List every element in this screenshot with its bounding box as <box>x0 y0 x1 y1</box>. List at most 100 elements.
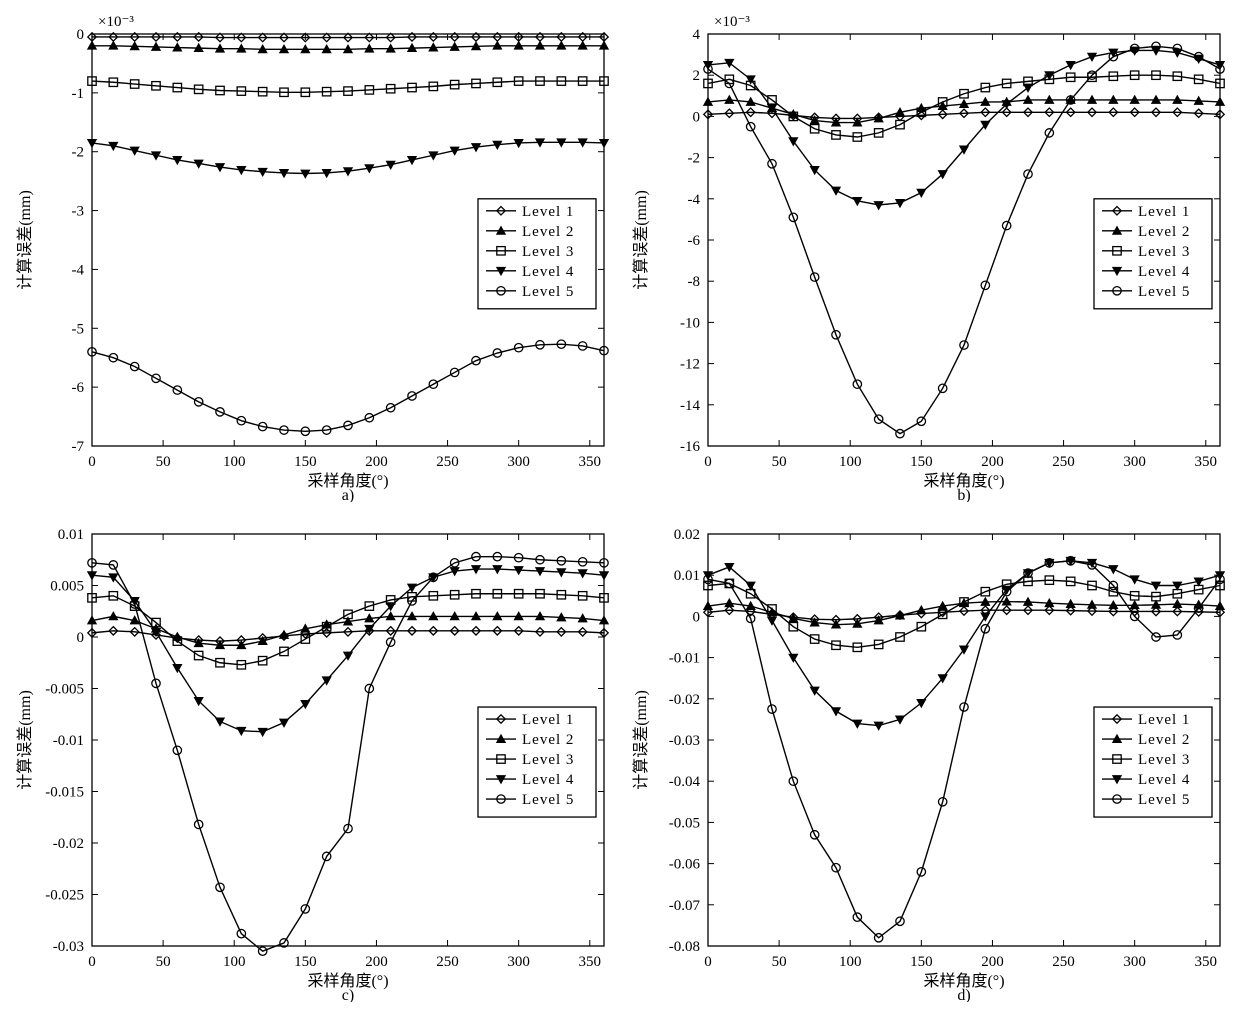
xtick-label: 150 <box>910 954 933 970</box>
legend-item-label: Level 5 <box>522 792 574 808</box>
ytick-label: -4 <box>688 192 701 208</box>
ytick-label: -0.07 <box>669 898 701 914</box>
y-exponent: ×10⁻³ <box>714 14 750 30</box>
ytick-label: -12 <box>680 357 700 373</box>
ytick-label: -0.01 <box>669 651 700 667</box>
xtick-label: 300 <box>507 454 530 470</box>
legend-item-label: Level 5 <box>1138 284 1190 300</box>
ytick-label: -0.005 <box>45 682 84 698</box>
series-line-4 <box>708 50 1220 205</box>
subplot-label: d) <box>957 987 970 1002</box>
legend-item-label: Level 1 <box>1138 712 1190 728</box>
xtick-label: 0 <box>704 954 712 970</box>
ytick-label: -2 <box>688 151 701 167</box>
xtick-label: 100 <box>223 454 246 470</box>
ytick-label: -0.04 <box>669 774 701 790</box>
ytick-label: -0.02 <box>669 692 700 708</box>
series-markers-4 <box>88 139 608 178</box>
xtick-label: 0 <box>88 454 96 470</box>
series-line-4 <box>708 561 1220 726</box>
xtick-label: 50 <box>156 454 171 470</box>
xtick-label: 150 <box>294 954 317 970</box>
xtick-label: 300 <box>1123 454 1146 470</box>
ytick-label: -2 <box>72 145 85 161</box>
legend-item-label: Level 3 <box>522 244 574 260</box>
xtick-label: 200 <box>365 954 388 970</box>
xtick-label: 100 <box>839 454 862 470</box>
ylabel: 计算误差(mm) <box>15 690 34 790</box>
xtick-label: 50 <box>156 954 171 970</box>
xtick-label: 150 <box>910 454 933 470</box>
legend-item-label: Level 5 <box>522 284 574 300</box>
ytick-label: -0.05 <box>669 815 700 831</box>
ytick-label: 0 <box>693 609 701 625</box>
panel-a: 050100150200250300350-7-6-5-4-3-2-10×10⁻… <box>10 10 618 502</box>
ytick-label: -0.03 <box>669 733 700 749</box>
legend-item-label: Level 1 <box>1138 204 1190 220</box>
legend-item-label: Level 3 <box>1138 244 1190 260</box>
xtick-label: 100 <box>839 954 862 970</box>
ytick-label: -5 <box>72 321 85 337</box>
ytick-label: -0.02 <box>53 836 84 852</box>
ytick-label: 4 <box>693 27 701 43</box>
xtick-label: 350 <box>579 954 602 970</box>
xtick-label: 200 <box>365 454 388 470</box>
xtick-label: 350 <box>579 454 602 470</box>
subplot-label: c) <box>342 987 354 1002</box>
ytick-label: -8 <box>688 274 701 290</box>
ytick-label: -0.01 <box>53 733 84 749</box>
xtick-label: 50 <box>772 954 787 970</box>
ytick-label: 2 <box>693 68 701 84</box>
ytick-label: -6 <box>688 233 701 249</box>
ytick-label: -14 <box>680 398 700 414</box>
xtick-label: 150 <box>294 454 317 470</box>
xtick-label: 200 <box>981 954 1004 970</box>
legend-item-label: Level 1 <box>522 712 574 728</box>
xtick-label: 250 <box>436 954 459 970</box>
ytick-label: -10 <box>680 315 700 331</box>
ytick-label: 0 <box>77 630 85 646</box>
legend: Level 1Level 2Level 3Level 4Level 5 <box>1094 199 1212 309</box>
ytick-label: 0 <box>77 27 85 43</box>
ytick-label: -16 <box>680 439 700 455</box>
xtick-label: 350 <box>1195 954 1218 970</box>
ytick-label: -6 <box>72 380 85 396</box>
series-markers-3 <box>704 576 1224 652</box>
legend-item-label: Level 1 <box>522 204 574 220</box>
legend-item-label: Level 2 <box>522 732 574 748</box>
legend-item-label: Level 4 <box>1138 772 1190 788</box>
xtick-label: 250 <box>1052 954 1075 970</box>
xtick-label: 100 <box>223 954 246 970</box>
subplot-label: b) <box>957 487 970 502</box>
legend: Level 1 Level 2 Level 3 Level 4 Level 5 <box>1094 707 1212 817</box>
legend-item-label: Level 3 <box>1138 752 1190 768</box>
series-line-5 <box>92 344 604 431</box>
ytick-label: 0.005 <box>50 579 84 595</box>
legend-item-label: Level 4 <box>522 772 574 788</box>
ytick-label: 0.01 <box>58 527 84 543</box>
series-markers-4 <box>704 47 1224 209</box>
xtick-label: 0 <box>704 454 712 470</box>
xtick-label: 250 <box>1052 454 1075 470</box>
series-markers-5 <box>88 340 608 436</box>
subplot-label: a) <box>342 487 354 502</box>
legend-item-label: Level 4 <box>522 264 574 280</box>
panel-b: 050100150200250300350-16-14-12-10-8-6-4-… <box>626 10 1234 502</box>
ytick-label: -0.03 <box>53 939 84 955</box>
xtick-label: 0 <box>88 954 96 970</box>
panel-c: 050100150200250300350-0.03-0.025-0.02-0.… <box>10 510 618 1002</box>
panel-d: 050100150200250300350-0.08-0.07-0.06-0.0… <box>626 510 1234 1002</box>
xtick-label: 250 <box>436 454 459 470</box>
legend-item-label: Level 4 <box>1138 264 1190 280</box>
ytick-label: -0.08 <box>669 939 700 955</box>
ytick-label: -0.015 <box>45 785 84 801</box>
ytick-label: -0.025 <box>45 888 84 904</box>
xtick-label: 350 <box>1195 454 1218 470</box>
ytick-label: -0.06 <box>669 857 701 873</box>
ytick-label: -1 <box>72 86 85 102</box>
legend-item-label: Level 2 <box>522 224 574 240</box>
legend-item-label: Level 2 <box>1138 732 1190 748</box>
ytick-label: 0.01 <box>674 568 700 584</box>
legend: Level 1Level 2Level 3Level 4Level 5 <box>478 707 596 817</box>
legend-item-label: Level 5 <box>1138 792 1190 808</box>
